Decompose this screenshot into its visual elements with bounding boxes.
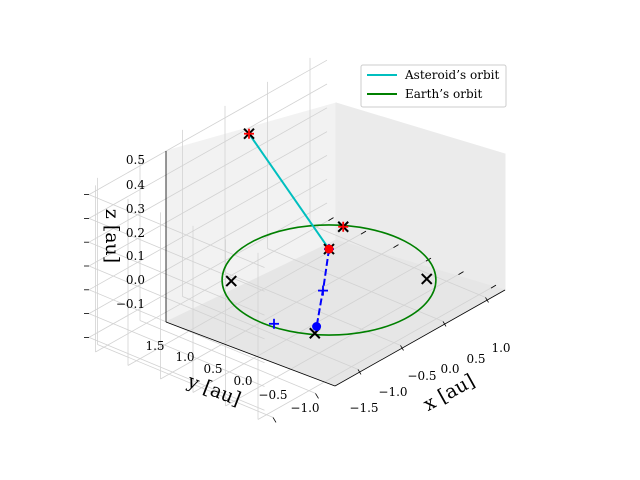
grid-line — [257, 284, 497, 420]
tick-mark — [328, 217, 334, 221]
z-tick-label: 0.1 — [126, 249, 145, 263]
grid-line — [267, 248, 444, 322]
earth-orbit-line — [221, 224, 437, 336]
cross-marker — [421, 273, 433, 285]
dot-marker — [324, 244, 334, 254]
x-tick-label: −1.5 — [349, 401, 378, 415]
plus-marker — [338, 221, 349, 232]
grid-line — [127, 230, 367, 366]
z-axis-label: z [au] — [101, 209, 123, 263]
grid-line — [139, 320, 316, 394]
y-tick-label: 1.5 — [145, 339, 164, 353]
z-tick-label: 0.4 — [126, 178, 145, 192]
x-tick-label: −1.0 — [378, 385, 407, 399]
transfer-path-line — [315, 248, 330, 327]
legend-frame — [360, 64, 507, 108]
y-tick-label: 0.0 — [233, 374, 252, 388]
y-tick-labels: 1.5 1.0 0.5 0.0 −0.5 −1.0 — [145, 339, 319, 415]
z-tick-label: 0.5 — [126, 153, 145, 167]
z-tick-label: −0.1 — [116, 297, 145, 311]
tick-mark — [315, 393, 319, 399]
grid-line — [88, 265, 265, 340]
grid-line — [192, 257, 432, 393]
grid-line — [88, 241, 265, 316]
tick-mark — [272, 417, 277, 423]
tick-mark — [490, 284, 497, 289]
z-tick-label: 0.2 — [126, 226, 145, 240]
z-tick-label: 0.0 — [126, 273, 145, 287]
grid-line — [309, 224, 486, 298]
plus-marker — [269, 318, 279, 329]
cross-stroke — [421, 273, 433, 285]
grid-line — [160, 244, 399, 380]
grid-line — [88, 59, 328, 195]
y-tick-label: 0.5 — [203, 362, 222, 376]
grid-line — [88, 194, 265, 268]
grid-line — [88, 178, 328, 314]
grid-line — [88, 83, 328, 219]
legend: Asteroid’s orbit Earth’s orbit — [360, 64, 507, 108]
plus-marker — [318, 285, 328, 296]
grid-line — [95, 217, 334, 353]
grid-line — [88, 155, 328, 291]
tick-mark — [458, 271, 464, 275]
x-tick-label: 1.0 — [491, 341, 510, 355]
grid-line — [88, 202, 328, 338]
plus-marker — [244, 128, 254, 139]
legend-label-earth: Earth’s orbit — [405, 87, 482, 101]
z-tick-labels: 0.5 0.4 0.3 0.2 0.1 0.0 −0.1 — [116, 153, 145, 311]
x-tick-label: 0.0 — [440, 362, 459, 376]
cross-marker — [225, 275, 237, 287]
grid-line — [88, 107, 328, 243]
plot-data — [221, 128, 437, 339]
grid-line — [88, 313, 265, 387]
z-tick-label: 0.3 — [126, 202, 145, 216]
dot-marker — [312, 322, 322, 331]
grid-line — [224, 272, 401, 346]
markers — [225, 128, 433, 339]
tick-mark — [360, 230, 367, 235]
x-tick-label: −0.5 — [407, 369, 436, 383]
grid-line — [88, 337, 265, 411]
grid-line — [225, 271, 464, 407]
x-axis-line — [334, 289, 506, 387]
y-tick-label: 1.0 — [175, 350, 194, 364]
legend-label-asteroid: Asteroid’s orbit — [404, 68, 499, 82]
cross-stroke — [225, 275, 237, 287]
grid-line — [182, 296, 359, 370]
grid-line — [88, 218, 265, 292]
y-tick-label: −1.0 — [290, 401, 319, 415]
grid-line — [88, 131, 328, 267]
y-axis-line — [165, 321, 336, 387]
grid-line — [97, 344, 274, 418]
y-tick-label: −0.5 — [258, 388, 287, 402]
tick-mark — [393, 244, 399, 248]
asteroid-orbit-line — [248, 133, 330, 250]
x-tick-label: 0.5 — [466, 352, 485, 366]
grid-lines — [88, 57, 497, 420]
x-tick-labels: −1.5 −1.0 −0.5 0.0 0.5 1.0 — [349, 341, 510, 415]
